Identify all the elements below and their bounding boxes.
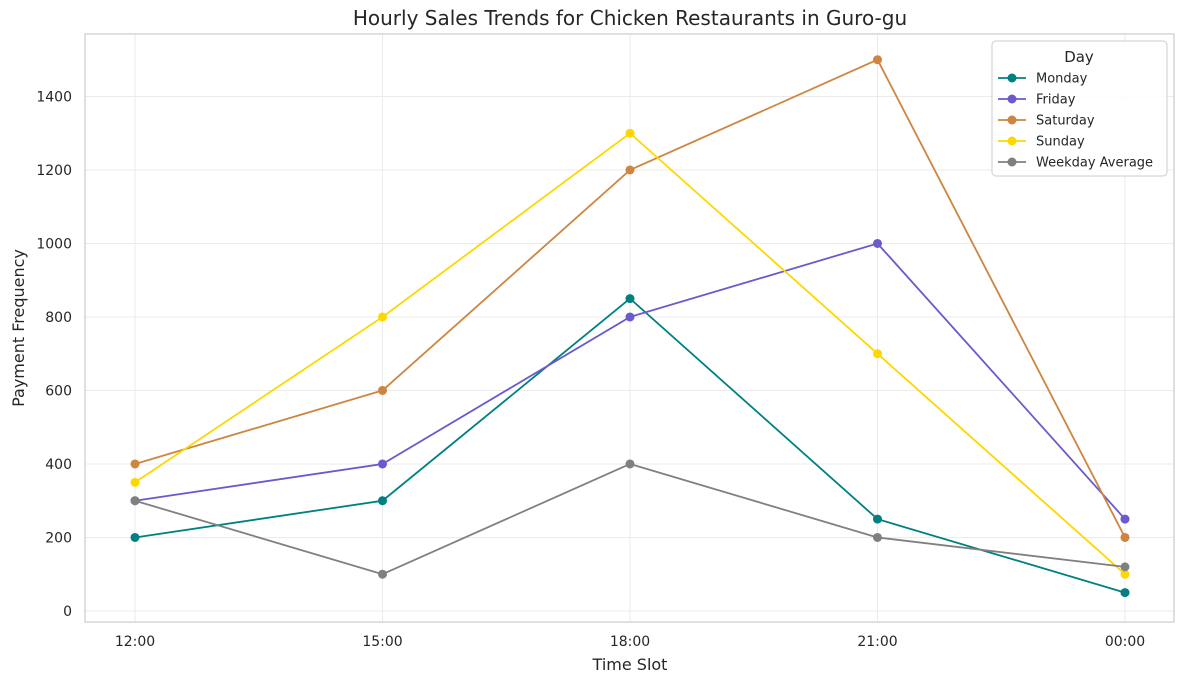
data-point: [1120, 562, 1130, 572]
x-tick-label: 21:00: [857, 634, 897, 650]
y-tick-label: 600: [45, 383, 72, 399]
data-point: [130, 459, 140, 469]
data-point: [625, 165, 635, 175]
legend-items: Monday Friday Saturday Sunday Weekday Averag…: [998, 72, 1153, 171]
legend-marker: [1007, 73, 1017, 83]
data-point: [378, 385, 387, 395]
data-point: [130, 496, 140, 506]
x-tick-label: 00:00: [1105, 634, 1145, 650]
legend-label: Monday: [1036, 72, 1088, 87]
legend-label: Saturday: [1036, 114, 1095, 129]
data-point: [1120, 588, 1130, 598]
data-point: [873, 349, 882, 359]
y-tick-label: 800: [45, 310, 72, 326]
legend-marker: [1007, 136, 1017, 146]
plot-frame: [84, 33, 1175, 623]
data-point: [1120, 514, 1130, 524]
legend-item: Sunday: [998, 135, 1085, 150]
data-point: [625, 128, 635, 138]
data-point: [873, 55, 882, 65]
legend-item: Monday: [998, 72, 1088, 87]
data-point: [1120, 532, 1130, 542]
y-tick-label: 200: [45, 530, 72, 546]
legend-marker: [1007, 94, 1017, 104]
legend: Day Monday Friday Saturday Sunday Weekday Av…: [991, 40, 1168, 177]
series-layer: [130, 55, 1130, 598]
data-point: [378, 569, 387, 579]
y-tick-label: 1400: [36, 89, 72, 105]
data-point: [1120, 569, 1130, 579]
x-axis-label: Time Slot: [592, 655, 668, 674]
y-axis-label: Payment Frequency: [9, 249, 28, 407]
x-tick-label: 15:00: [362, 634, 402, 650]
y-tick-label: 1000: [36, 236, 72, 252]
y-tick-label: 0: [63, 604, 72, 620]
data-point: [873, 532, 882, 542]
series-monday: [130, 294, 1130, 598]
legend-label: Sunday: [1036, 135, 1085, 150]
series-saturday: [130, 55, 1130, 542]
legend-marker: [1007, 157, 1017, 167]
legend-marker: [1007, 115, 1017, 125]
series-weekday-average: [130, 459, 1130, 579]
legend-item: Weekday Average: [998, 156, 1153, 171]
y-tick-label: 400: [45, 457, 72, 473]
data-point: [873, 238, 882, 248]
data-point: [625, 459, 635, 469]
chart-title: Hourly Sales Trends for Chicken Restaura…: [353, 6, 907, 30]
data-point: [625, 312, 635, 322]
data-point: [378, 312, 387, 322]
x-tick-label: 12:00: [115, 634, 155, 650]
x-tick-label: 18:00: [610, 634, 650, 650]
legend-label: Friday: [1036, 93, 1076, 108]
legend-item: Saturday: [998, 114, 1095, 129]
data-point: [625, 294, 635, 304]
legend-title: Day: [1064, 48, 1094, 66]
y-tick-label: 1200: [36, 163, 72, 179]
data-point: [378, 459, 387, 469]
series-sunday: [130, 128, 1130, 579]
legend-item: Friday: [998, 93, 1076, 108]
x-axis-ticks: 12:00 15:00 18:00 21:00 00:00: [115, 634, 1145, 650]
y-axis-ticks: 0 200 400 600 800 1000 1200 1400: [36, 89, 72, 620]
legend-box: [991, 40, 1168, 177]
legend-label: Weekday Average: [1036, 156, 1153, 171]
data-point: [130, 477, 140, 487]
data-point: [130, 532, 140, 542]
data-point: [378, 496, 387, 506]
data-point: [873, 514, 882, 524]
